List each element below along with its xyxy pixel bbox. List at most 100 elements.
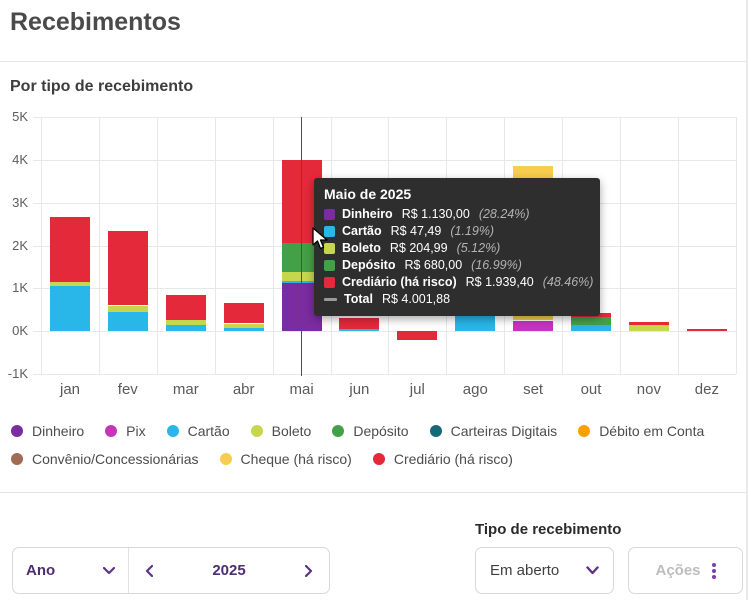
bar-fev-crediario-ha-risco[interactable] xyxy=(107,231,148,306)
legend-label: Crediário (há risco) xyxy=(393,451,513,467)
bar-abr-cartao[interactable] xyxy=(223,328,264,332)
tooltip-row-boleto: Boleto R$ 204,99 (5.12%) xyxy=(324,240,590,257)
bar-jul-crediario-ha-risco[interactable] xyxy=(397,331,438,340)
chevron-down-icon xyxy=(103,566,115,574)
legend-dot-icon xyxy=(11,425,23,437)
bar-out-deposito[interactable] xyxy=(571,317,611,326)
y-axis-label: 0K xyxy=(12,323,28,339)
gridline-vertical xyxy=(156,117,158,374)
period-control: Ano 2025 xyxy=(12,547,330,594)
tooltip-series-label: Boleto xyxy=(342,241,381,255)
tooltip-series-label: Crediário (há risco) xyxy=(342,275,457,289)
period-type-value: Ano xyxy=(26,562,56,579)
filter-label: Tipo de recebimento xyxy=(475,521,622,538)
tooltip-series-percent: (1.19%) xyxy=(450,224,495,238)
tooltip-total-value: R$ 4.001,88 xyxy=(381,292,451,306)
tooltip-row-deposito: Depósito R$ 680,00 (16.99%) xyxy=(324,257,590,274)
tooltip-series-value: R$ 1.939,40 xyxy=(465,275,534,289)
panel-right-border xyxy=(746,0,748,600)
x-axis-label-ago: ago xyxy=(462,381,488,398)
year-value: 2025 xyxy=(212,562,246,579)
bar-nov-boleto[interactable] xyxy=(628,325,669,332)
legend-dot-icon xyxy=(578,425,591,437)
bar-jan-crediario-ha-risco[interactable] xyxy=(50,216,90,283)
legend-dot-icon xyxy=(332,425,345,437)
gridline-horizontal xyxy=(33,159,736,161)
x-axis-label-out: out xyxy=(580,381,602,398)
actions-button[interactable]: Ações xyxy=(628,547,743,594)
gridline-vertical xyxy=(677,117,679,374)
legend-label: Boleto xyxy=(271,423,312,439)
chevron-down-icon xyxy=(586,566,599,575)
previous-year-button[interactable] xyxy=(145,564,153,577)
tooltip-series-value: R$ 680,00 xyxy=(404,258,463,272)
legend-item-deposito[interactable]: Depósito xyxy=(332,423,409,439)
x-axis-label-set: set xyxy=(523,381,544,398)
filter-select[interactable]: Em aberto xyxy=(475,547,614,594)
legend-dot-icon xyxy=(250,425,263,437)
gridline-vertical xyxy=(735,117,737,374)
legend-dot-icon xyxy=(11,453,23,465)
tooltip-series-swatch xyxy=(324,243,335,254)
header-divider xyxy=(0,61,746,62)
bar-mar-crediario-ha-risco[interactable] xyxy=(165,295,206,320)
tooltip-series-value: R$ 47,49 xyxy=(390,224,442,238)
bar-mar-boleto[interactable] xyxy=(165,319,206,325)
bar-fev-boleto[interactable] xyxy=(107,305,148,312)
bar-jan-boleto[interactable] xyxy=(50,282,90,287)
legend-dot-icon xyxy=(105,425,118,437)
legend-item-boleto[interactable]: Boleto xyxy=(250,423,312,439)
legend-item-convenio-concessionarias[interactable]: Convênio/Concessionárias xyxy=(11,451,199,467)
legend-dot-icon xyxy=(429,425,442,437)
bar-ago-cartao[interactable] xyxy=(455,316,496,332)
legend-item-cheque-ha-risco[interactable]: Cheque (há risco) xyxy=(219,451,352,467)
next-year-button[interactable] xyxy=(305,564,313,577)
actions-label: Ações xyxy=(655,562,701,579)
bar-abr-boleto[interactable] xyxy=(223,323,264,329)
period-type-select[interactable]: Ano xyxy=(13,548,129,593)
legend-item-pix[interactable]: Pix xyxy=(105,423,146,439)
legend-item-dinheiro[interactable]: Dinheiro xyxy=(11,423,84,439)
page-title: Recebimentos xyxy=(10,8,181,36)
bar-nov-crediario-ha-risco[interactable] xyxy=(628,322,669,326)
gridline-vertical xyxy=(620,117,621,374)
tooltip-series-percent: (28.24%) xyxy=(478,207,530,221)
legend-label: Dinheiro xyxy=(32,423,85,439)
legend-label: Depósito xyxy=(353,423,409,439)
bar-fev-cartao[interactable] xyxy=(107,311,148,332)
legend-label: Carteiras Digitais xyxy=(450,423,558,439)
x-axis-label-jul: jul xyxy=(409,381,425,398)
bar-out-cartao[interactable] xyxy=(571,325,611,332)
tooltip-total-label: Total xyxy=(344,292,373,306)
tooltip-series-value: R$ 1.130,00 xyxy=(401,207,470,221)
tooltip-series-percent: (48.46%) xyxy=(542,275,594,289)
legend-item-crediario-ha-risco[interactable]: Crediário (há risco) xyxy=(372,451,513,467)
bar-set-pix[interactable] xyxy=(513,320,554,332)
year-navigator: 2025 xyxy=(129,548,329,593)
x-axis-label-mai: mai xyxy=(289,381,314,398)
tooltip-series-percent: (5.12%) xyxy=(456,241,501,255)
legend-item-carteiras-digitais[interactable]: Carteiras Digitais xyxy=(429,423,558,439)
tooltip-series-label: Dinheiro xyxy=(342,207,393,221)
bar-jun-crediario-ha-risco[interactable] xyxy=(339,318,380,329)
legend-item-cartao[interactable]: Cartão xyxy=(166,423,230,439)
bar-jan-cartao[interactable] xyxy=(50,286,90,332)
bar-abr-crediario-ha-risco[interactable] xyxy=(223,303,264,324)
y-axis-label: 5K xyxy=(12,109,28,124)
tooltip-series-swatch xyxy=(324,260,335,271)
bar-jun-cartao[interactable] xyxy=(339,328,380,332)
bar-dez-crediario-ha-risco[interactable] xyxy=(686,328,727,332)
bar-mar-cartao[interactable] xyxy=(165,324,206,332)
legend-item-debito-em-conta[interactable]: Débito em Conta xyxy=(578,423,704,439)
legend-dot-icon xyxy=(372,453,385,465)
gridline-horizontal xyxy=(33,117,736,118)
x-axis-label-fev: fev xyxy=(117,381,138,398)
legend-label: Convênio/Concessionárias xyxy=(32,451,199,467)
tooltip-series-swatch xyxy=(324,209,335,220)
gridline-horizontal xyxy=(33,374,736,375)
footer-divider xyxy=(0,492,746,493)
tooltip-rows: Dinheiro R$ 1.130,00 (28.24%) Cartão R$ 47,4… xyxy=(324,206,593,308)
tooltip-total-dash-icon xyxy=(324,298,337,301)
legend-dot-icon xyxy=(166,425,179,437)
